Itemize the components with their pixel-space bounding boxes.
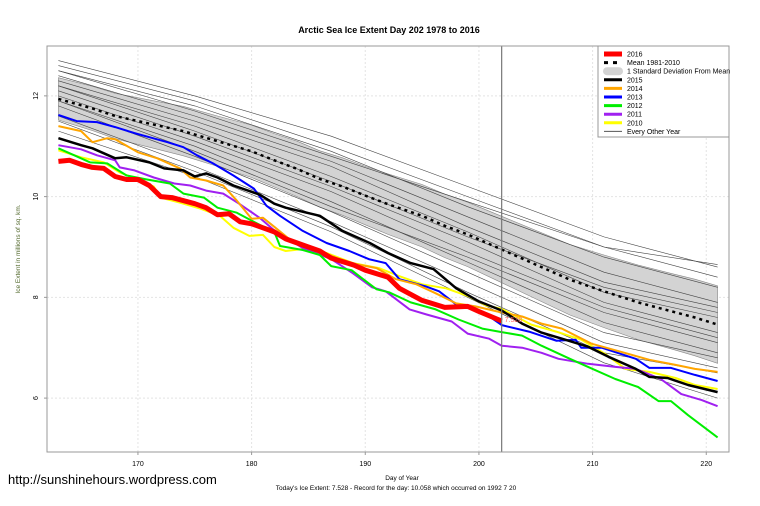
legend-label: 2011	[627, 112, 642, 119]
watermark: http://sunshinehours.wordpress.com	[8, 472, 217, 487]
legend-label: 2010	[627, 120, 643, 127]
other-year-line	[58, 120, 718, 374]
series-line-2013	[58, 114, 718, 382]
series-line-2012	[57, 147, 719, 439]
other-year-line	[58, 75, 718, 303]
x-axis-label: Day of Year	[385, 475, 419, 482]
other-year-line	[58, 115, 718, 369]
x-axis: 170 180 190 200 210 220	[132, 452, 712, 468]
y-tick-label: 10	[33, 193, 40, 201]
current-value-label: 7.528	[505, 317, 523, 324]
x-tick-label: 210	[587, 461, 599, 468]
series-line-2011	[58, 144, 718, 408]
legend-label: 1 Standard Deviation From Mean	[627, 69, 730, 76]
x-tick-label: 200	[473, 461, 485, 468]
y-tick-label: 12	[33, 92, 40, 100]
legend-label: 2013	[627, 95, 643, 102]
other-year-line	[58, 105, 718, 359]
x-tick-label: 170	[132, 461, 144, 468]
plot-frame	[46, 45, 730, 453]
legend-label: Every Other Year	[627, 129, 681, 136]
legend-label: 2016	[627, 52, 643, 59]
x-tick-label: 180	[246, 461, 258, 468]
y-tick-label: 6	[33, 396, 40, 400]
legend-label: 2014	[627, 86, 643, 93]
series-line-2015	[58, 137, 718, 394]
other-year-line	[58, 65, 718, 278]
legend-label: 2015	[627, 77, 643, 84]
series-line-2016	[58, 157, 503, 324]
y-tick-label: 8	[33, 295, 40, 299]
other-year-line	[58, 80, 718, 308]
legend-swatch	[603, 67, 623, 76]
legend-label: 2012	[627, 103, 643, 110]
other-year-line	[58, 85, 718, 318]
y-axis: 6 8 10 12	[33, 92, 47, 400]
x-tick-label: 190	[359, 461, 371, 468]
chart-title: Arctic Sea Ice Extent Day 202 1978 to 20…	[298, 25, 480, 35]
other-year-line	[58, 90, 718, 333]
other-years	[58, 60, 718, 399]
y-axis-label: Ice Extent in millions of sq. km.	[15, 204, 22, 293]
subtitle: Today's Ice Extent: 7.528 - Record for t…	[276, 485, 517, 492]
year-series	[57, 114, 719, 439]
other-year-line	[58, 95, 718, 338]
other-year-line	[58, 70, 718, 265]
legend-label: Mean 1981-2010	[627, 60, 680, 67]
other-year-line	[58, 60, 718, 268]
x-tick-label: 220	[700, 461, 712, 468]
